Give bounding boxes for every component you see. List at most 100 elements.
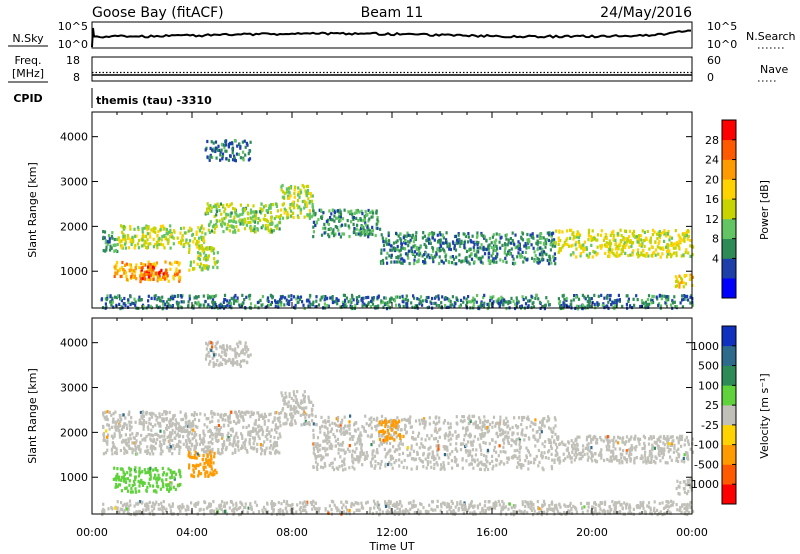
power-cell (683, 239, 686, 243)
power-cell (490, 245, 493, 249)
power-cell (492, 259, 495, 263)
power-cell (245, 295, 248, 299)
power-cell (654, 253, 657, 257)
velocity-cell (164, 412, 167, 416)
velocity-cell (128, 410, 131, 414)
power-cell (111, 296, 114, 300)
power-cell (648, 247, 651, 251)
velocity-cell (128, 446, 131, 450)
power-cell (146, 238, 149, 242)
power-cell (283, 303, 286, 307)
velocity-cell (499, 418, 502, 423)
power-cell (407, 256, 410, 260)
power-cell (520, 304, 523, 308)
velocity-cell (252, 429, 255, 433)
power-cell (137, 225, 140, 230)
velocity-cell (687, 457, 690, 461)
velocity-cell (187, 447, 190, 452)
power-cell (447, 260, 450, 264)
power-cell (122, 227, 125, 231)
power-cell (215, 156, 218, 160)
velocity-cell (505, 434, 508, 438)
power-cell (206, 155, 209, 159)
power-cell (223, 217, 226, 221)
power-colorbar-frame (721, 119, 737, 299)
power-cell (690, 294, 693, 298)
power-cell (124, 303, 127, 307)
velocity-cell (224, 412, 227, 417)
power-cell (306, 213, 309, 217)
power-cell (417, 249, 421, 254)
power-cell (111, 231, 114, 235)
velocity-cell (211, 415, 214, 419)
power-cell (195, 242, 198, 246)
noise-left-label: N.Sky (12, 32, 44, 45)
velocity-cell (175, 443, 179, 447)
power-cell (674, 275, 677, 279)
power-cell (252, 228, 255, 232)
power-cell (644, 254, 647, 258)
velocity-cell (130, 425, 133, 429)
velocity-cell (278, 432, 281, 436)
power-cell (127, 298, 130, 302)
power-cell (482, 304, 486, 308)
power-cell (312, 230, 315, 234)
velocity-cell (494, 422, 498, 426)
velocity-cell (263, 440, 266, 444)
power-cell (280, 303, 283, 307)
velocity-cell (428, 437, 431, 441)
power-cell (162, 300, 165, 304)
power-cell (582, 304, 585, 308)
velocity-cell (383, 435, 386, 439)
power-cell (214, 146, 217, 150)
velocity-cell (234, 450, 237, 454)
power-cell (305, 201, 308, 205)
power-cell (413, 254, 417, 259)
power-cell (287, 213, 290, 217)
velocity-cell (590, 456, 593, 460)
velocity-cell (379, 440, 382, 445)
power-cell (380, 251, 383, 255)
power-cell (614, 242, 617, 246)
velocity-cell (357, 427, 360, 431)
velocity-cell (260, 425, 263, 429)
power-cell (532, 236, 535, 240)
power-cell (558, 300, 561, 304)
power-cell (131, 272, 134, 276)
power-cell (663, 232, 666, 236)
power-cell (651, 294, 654, 298)
power-cell (519, 247, 522, 252)
power-cell (476, 293, 479, 298)
power-cell (369, 305, 372, 309)
power-cell (468, 254, 471, 258)
power-cell (657, 252, 660, 256)
velocity-cell (229, 428, 232, 432)
noise-left-tick-top: 10^5 (58, 20, 88, 33)
velocity-cell (316, 454, 319, 458)
velocity-cell (543, 424, 546, 428)
velocity-cell (138, 444, 141, 449)
velocity-cell (179, 445, 182, 449)
velocity-cell (356, 457, 359, 461)
velocity-cell (119, 420, 122, 424)
power-cell (149, 242, 152, 246)
power-cell (224, 298, 227, 302)
power-cell (411, 305, 414, 309)
velocity-cell (274, 411, 277, 415)
power-cell (382, 240, 385, 244)
velocity-cell (163, 441, 166, 445)
power-cell (364, 223, 367, 227)
velocity-cell (388, 461, 391, 465)
velocity-cell (429, 460, 432, 464)
power-cell (407, 244, 410, 248)
power-cell (666, 255, 669, 259)
power-cell (159, 242, 162, 246)
power-cell (624, 245, 627, 250)
velocity-cell (115, 447, 118, 451)
velocity-cell (468, 463, 471, 467)
power-cell (333, 214, 336, 218)
velocity-cell (215, 434, 218, 438)
power-cell (355, 211, 358, 215)
power-cell (635, 235, 638, 239)
power-cell (359, 217, 362, 221)
